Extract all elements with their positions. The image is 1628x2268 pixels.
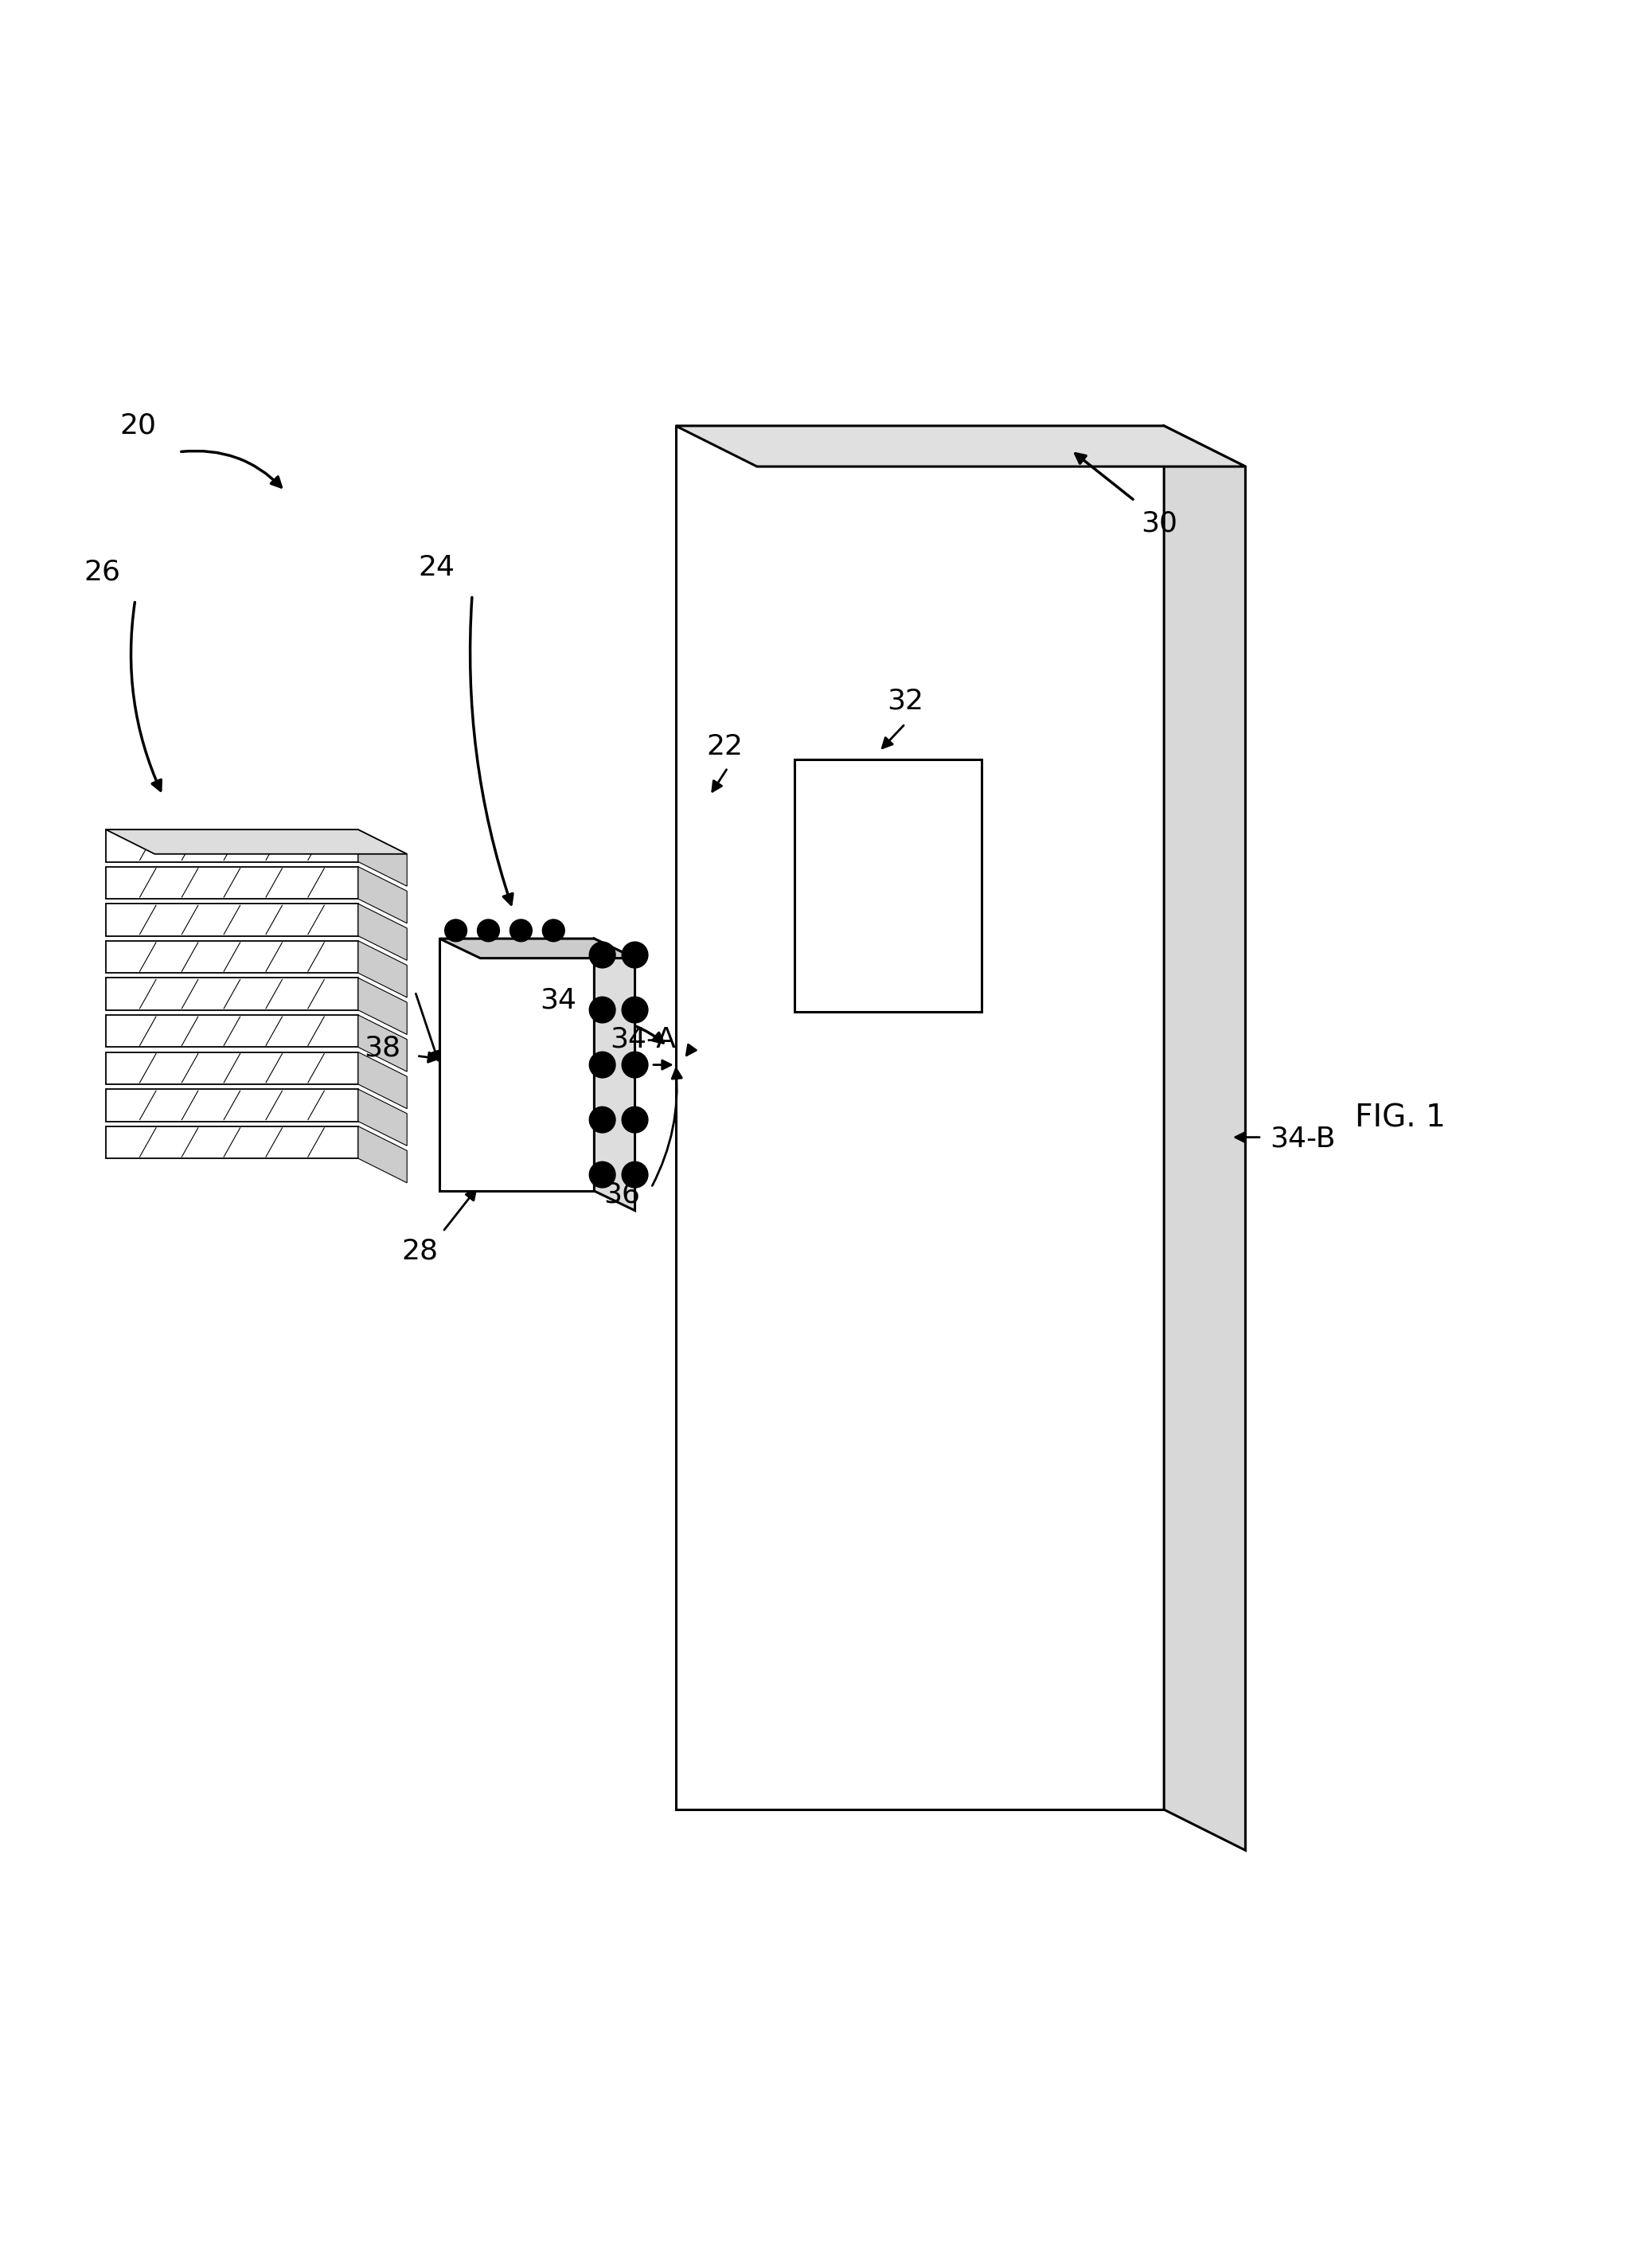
Text: FIG. 1: FIG. 1	[1354, 1102, 1446, 1132]
Polygon shape	[106, 1127, 358, 1159]
Polygon shape	[106, 941, 358, 973]
Polygon shape	[358, 978, 407, 1034]
Polygon shape	[358, 1052, 407, 1109]
Polygon shape	[358, 903, 407, 959]
Polygon shape	[106, 903, 358, 937]
Polygon shape	[1164, 426, 1245, 1851]
Polygon shape	[106, 1016, 358, 1048]
Circle shape	[622, 1161, 648, 1188]
Polygon shape	[440, 939, 635, 957]
Text: 36: 36	[604, 1182, 640, 1209]
Polygon shape	[106, 1052, 358, 1084]
Circle shape	[622, 1107, 648, 1132]
Polygon shape	[106, 830, 358, 862]
Text: 30: 30	[1141, 510, 1177, 538]
Polygon shape	[358, 1127, 407, 1184]
Text: 22: 22	[707, 733, 742, 760]
Circle shape	[589, 1107, 615, 1132]
Text: 28: 28	[402, 1238, 438, 1266]
Text: 20: 20	[120, 413, 156, 440]
Circle shape	[589, 1052, 615, 1077]
Polygon shape	[676, 426, 1164, 1810]
Circle shape	[444, 919, 467, 941]
Polygon shape	[594, 939, 635, 1211]
Polygon shape	[358, 1089, 407, 1145]
Polygon shape	[358, 866, 407, 923]
Polygon shape	[106, 866, 358, 898]
Circle shape	[542, 919, 565, 941]
Polygon shape	[358, 830, 407, 887]
Text: 38: 38	[365, 1034, 400, 1061]
Polygon shape	[440, 939, 594, 1191]
Text: 26: 26	[85, 558, 120, 585]
Polygon shape	[358, 941, 407, 998]
Text: 34: 34	[540, 987, 576, 1014]
Text: 34-B: 34-B	[1270, 1125, 1335, 1152]
Polygon shape	[676, 426, 1245, 467]
Polygon shape	[794, 760, 982, 1012]
Text: 24: 24	[418, 553, 454, 581]
Circle shape	[622, 998, 648, 1023]
Circle shape	[589, 941, 615, 968]
Circle shape	[510, 919, 532, 941]
Text: 32: 32	[887, 687, 923, 714]
Circle shape	[622, 1052, 648, 1077]
Polygon shape	[358, 1016, 407, 1070]
Circle shape	[589, 998, 615, 1023]
Circle shape	[589, 1161, 615, 1188]
Polygon shape	[106, 830, 407, 855]
Circle shape	[477, 919, 500, 941]
Polygon shape	[106, 978, 358, 1009]
Circle shape	[622, 941, 648, 968]
Text: 34-A: 34-A	[610, 1025, 676, 1052]
Polygon shape	[106, 1089, 358, 1120]
